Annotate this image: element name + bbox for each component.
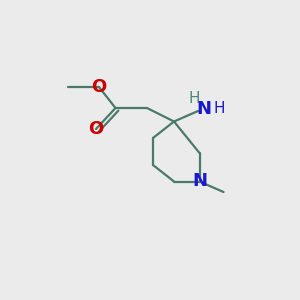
Text: N: N [196,100,211,118]
Text: O: O [92,78,106,96]
Text: O: O [88,120,104,138]
Text: H: H [213,101,225,116]
Text: H: H [188,91,200,106]
Text: N: N [192,172,207,190]
